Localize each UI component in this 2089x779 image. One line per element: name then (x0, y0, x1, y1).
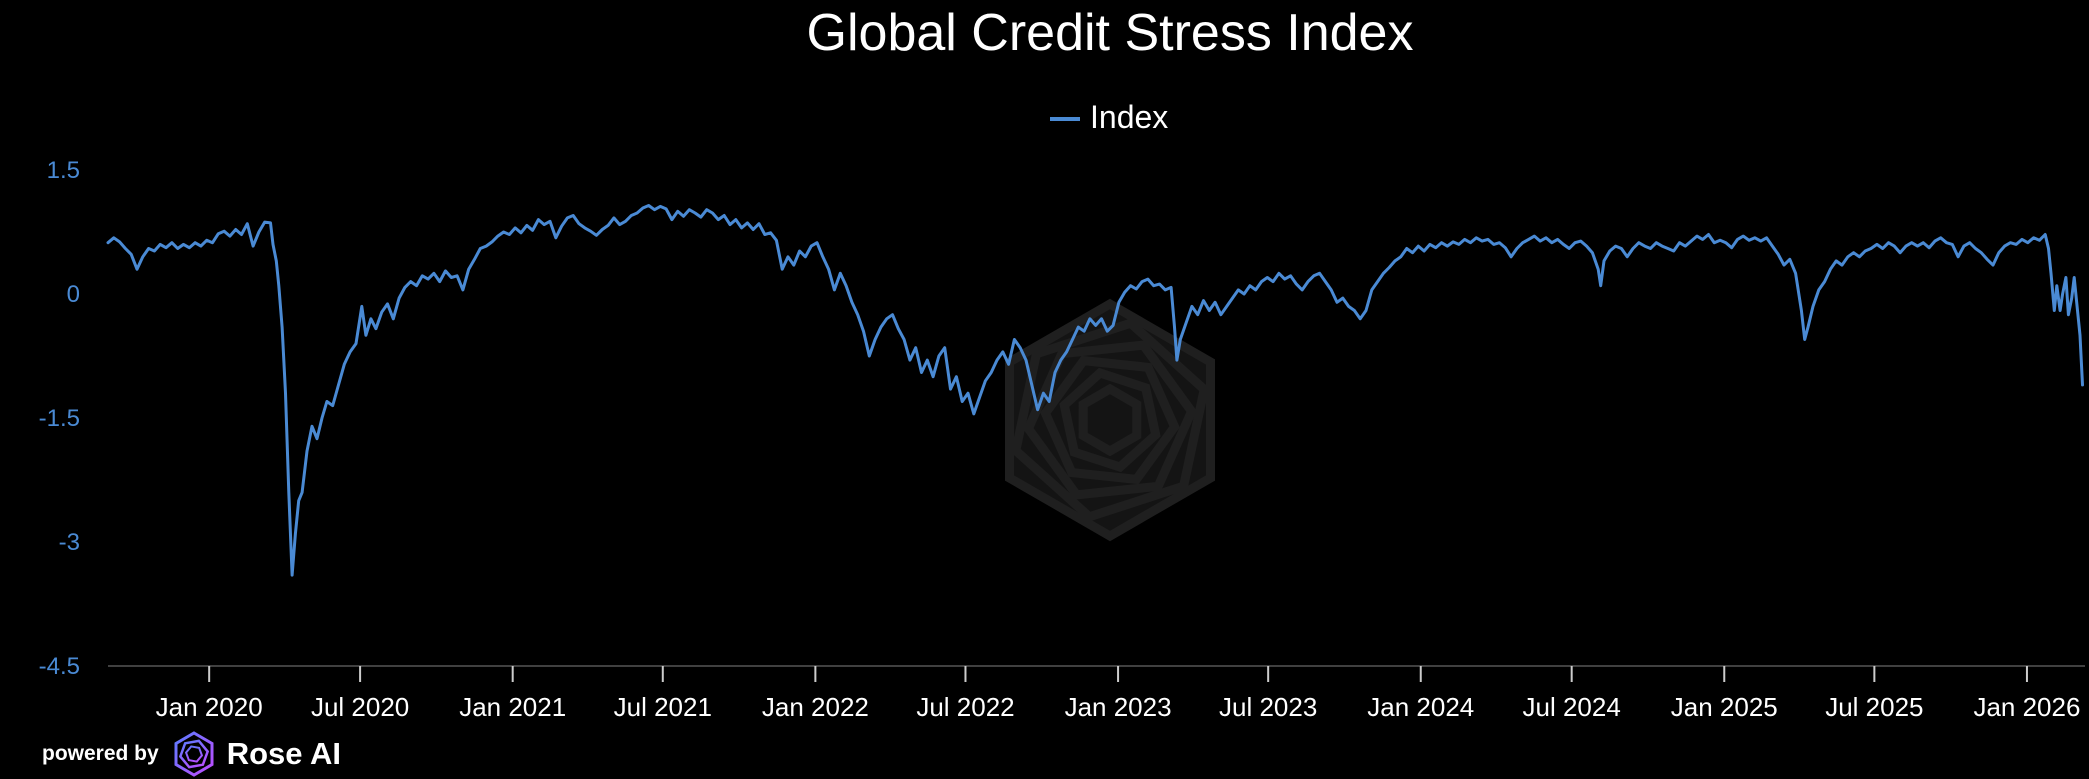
chart-title: Global Credit Stress Index (807, 4, 1414, 62)
y-tick-label: -3 (59, 529, 80, 556)
y-tick-label: -4.5 (39, 653, 80, 680)
x-tick-label: Jan 2026 (1973, 692, 2080, 722)
x-tick-label: Jan 2024 (1367, 692, 1474, 722)
x-tick-label: Jul 2022 (916, 692, 1014, 722)
y-tick-label: -1.5 (39, 405, 80, 432)
watermark-ring (1010, 318, 1210, 522)
watermark-ring (1059, 367, 1161, 473)
x-tick-label: Jul 2021 (614, 692, 712, 722)
x-tick-label: Jul 2025 (1825, 692, 1923, 722)
footer: powered by Rose AI (42, 730, 341, 778)
x-tick-label: Jan 2021 (459, 692, 566, 722)
legend[interactable]: Index (1050, 99, 1168, 135)
x-axis: Jan 2020 Jul 2020 Jan 2021 Jul 2021 Jan 2022… (108, 665, 2085, 722)
x-tick-label: Jan 2020 (156, 692, 263, 722)
series-line (106, 204, 2084, 577)
x-tick-label: Jul 2023 (1219, 692, 1317, 722)
watermark-ring (1078, 383, 1142, 457)
x-tick-label: Jan 2022 (762, 692, 869, 722)
watermark-ring (1023, 340, 1197, 500)
y-tick-label: 0 (67, 281, 80, 308)
legend-label: Index (1090, 99, 1168, 135)
rose-ai-logo-icon (174, 731, 214, 777)
y-axis: 1.5 0 -1.5 -3 -4.5 (39, 157, 80, 680)
brand-name: Rose AI (226, 736, 341, 771)
x-tick-label: Jan 2023 (1065, 692, 1172, 722)
plot-area (106, 204, 2084, 577)
y-tick-label: 1.5 (47, 157, 80, 184)
x-tick-label: Jan 2025 (1671, 692, 1778, 722)
powered-by-label: powered by (42, 742, 159, 765)
watermark-ring (1040, 355, 1180, 485)
x-tick-label: Jul 2024 (1523, 692, 1621, 722)
x-tick-label: Jul 2020 (311, 692, 409, 722)
